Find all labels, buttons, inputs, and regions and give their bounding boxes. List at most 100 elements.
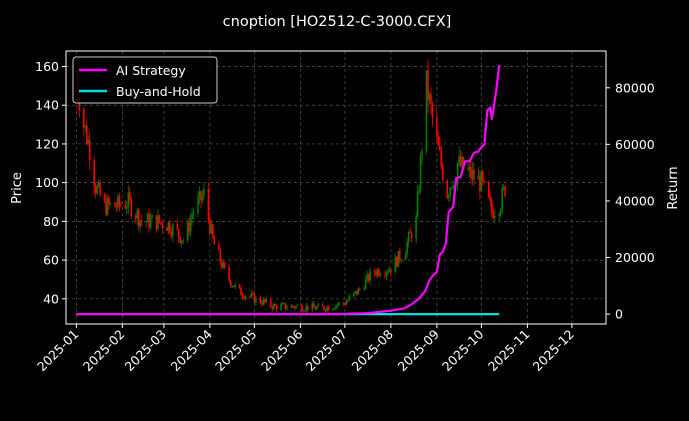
candle	[255, 295, 257, 307]
candle-body	[179, 236, 182, 244]
candle-body	[234, 284, 236, 288]
candle-body	[468, 167, 471, 170]
candle	[332, 308, 334, 312]
candle	[416, 185, 419, 219]
candle	[232, 286, 235, 288]
candle	[293, 306, 296, 310]
candle-body	[327, 306, 330, 311]
candle	[234, 282, 236, 290]
candle	[400, 258, 403, 263]
candle	[106, 194, 109, 217]
candle	[446, 178, 449, 200]
candle-body	[120, 205, 122, 206]
candle	[390, 269, 392, 277]
candle	[115, 201, 118, 213]
candle-body	[373, 270, 376, 273]
candle	[180, 240, 183, 247]
candle-body	[109, 202, 112, 204]
candle-body	[415, 216, 417, 239]
candle	[275, 304, 278, 313]
candle-body	[252, 293, 254, 295]
candle	[177, 228, 180, 243]
candle-body	[394, 256, 397, 273]
candle	[307, 305, 309, 313]
candle-body	[375, 272, 377, 276]
candle	[271, 305, 274, 312]
candle-body	[430, 93, 432, 105]
candle	[450, 186, 453, 190]
candle-body	[348, 296, 351, 301]
candle-body	[406, 242, 409, 254]
candle-body	[332, 308, 334, 311]
candle	[265, 297, 268, 304]
candle-body	[134, 216, 137, 219]
candle	[502, 183, 505, 191]
candle-body	[431, 104, 434, 118]
candle	[473, 162, 475, 187]
candle-body	[176, 224, 179, 230]
candle-body	[409, 232, 411, 234]
candle	[488, 180, 490, 199]
candle	[311, 300, 314, 313]
candle	[321, 302, 324, 307]
candle-body	[459, 156, 462, 167]
candle	[172, 221, 174, 242]
candle-body	[177, 229, 180, 237]
candle	[315, 305, 318, 311]
candle-body	[117, 196, 119, 208]
candle-body	[139, 220, 141, 227]
candle	[188, 216, 190, 236]
candle-body	[212, 224, 214, 238]
candle	[149, 212, 152, 230]
legend-buy-and-hold-label: Buy-and-Hold	[116, 84, 201, 99]
candle	[493, 209, 496, 224]
candle-body	[94, 185, 97, 194]
candle	[437, 130, 440, 147]
candle-body	[458, 156, 460, 164]
candle-body	[333, 308, 336, 310]
candle	[447, 193, 450, 203]
candle-body	[314, 307, 317, 310]
candle	[128, 187, 131, 204]
candle	[198, 186, 201, 205]
y-left-tick-label: 140	[35, 98, 59, 113]
candle-body	[501, 188, 503, 210]
candle	[410, 231, 413, 242]
candle-body	[114, 202, 116, 207]
candle-body	[312, 303, 315, 308]
candle	[127, 184, 130, 215]
candle	[421, 147, 423, 166]
candle-body	[259, 297, 262, 304]
candle	[146, 212, 149, 223]
y-axis-left: 40 60 80 100 120 140 160	[35, 59, 66, 306]
candle	[338, 301, 340, 308]
candle-body	[477, 175, 480, 180]
candle-body	[342, 302, 345, 304]
candle	[398, 248, 401, 264]
candle	[471, 162, 474, 186]
candle	[477, 167, 480, 180]
y-right-tick-label: 80000	[615, 80, 655, 95]
candle-body	[467, 169, 469, 171]
candle	[166, 226, 168, 231]
candle-body	[483, 180, 486, 182]
legend: AI Strategy Buy-and-Hold	[72, 56, 218, 104]
candle	[467, 163, 469, 172]
candle	[83, 106, 85, 137]
candle-body	[390, 269, 392, 273]
candle	[151, 214, 153, 219]
candle-body	[274, 303, 276, 306]
candle-body	[407, 232, 410, 243]
candle-body	[442, 165, 444, 181]
candle-body	[369, 270, 371, 281]
candle	[140, 214, 143, 227]
candle	[167, 221, 170, 234]
candle-body	[471, 170, 474, 179]
candle-body	[397, 251, 400, 267]
candle-body	[419, 155, 422, 191]
candle	[470, 161, 472, 184]
candle	[249, 295, 251, 300]
candle-body	[118, 196, 121, 206]
candle	[305, 302, 308, 314]
candle-body	[364, 279, 367, 289]
